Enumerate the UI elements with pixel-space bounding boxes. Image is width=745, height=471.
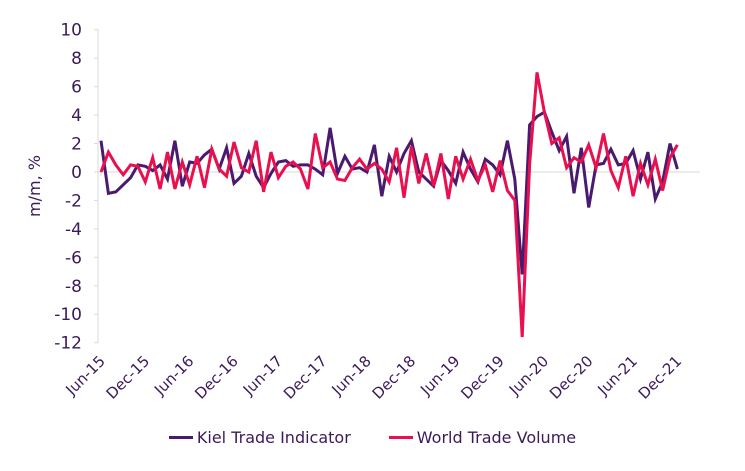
x-tick-label: Dec-21: [635, 352, 686, 403]
y-tick-label: -12: [54, 334, 82, 354]
y-tick-label: 0: [71, 163, 82, 183]
x-tick-label: Dec-17: [280, 352, 331, 403]
legend-item-world-trade-volume: World Trade Volume: [388, 428, 577, 447]
y-tick-label: 2: [71, 135, 82, 155]
line-chart: 10 8 6 4 2 0 -2 -4 -6 -8 -10 -12 Jun-15Dec-15Jun-16…: [25, 21, 700, 403]
y-tick-label: 4: [71, 106, 82, 126]
x-tick-label: Dec-16: [191, 352, 242, 403]
y-tick-label: -4: [65, 220, 82, 240]
y-tick-label: -2: [65, 191, 82, 211]
series-line-kiel-trade-indicator: [99, 110, 679, 275]
x-tick-label: Jun-17: [239, 352, 286, 399]
x-tick-label: Jun-16: [150, 352, 197, 399]
y-tick-label: 6: [71, 78, 82, 98]
y-axis-label: m/m, %: [25, 155, 44, 217]
y-tick-labels: 10 8 6 4 2 0 -2 -4 -6 -8 -10 -12: [54, 21, 82, 354]
legend-swatch-world: [388, 436, 413, 439]
y-axis: [94, 29, 99, 344]
y-tick-label: -6: [65, 248, 82, 268]
legend: Kiel Trade Indicator World Trade Volume: [0, 428, 745, 447]
x-tick-label: Jun-15: [61, 352, 108, 399]
x-tick-label: Dec-19: [457, 352, 508, 403]
x-tick-label: Jun-20: [505, 352, 552, 399]
x-tick-labels: Jun-15Dec-15Jun-16Dec-16Jun-17Dec-17Jun-…: [61, 352, 685, 403]
x-tick-label: Jun-18: [328, 352, 375, 399]
x-tick-label: Dec-20: [546, 352, 597, 403]
legend-item-kiel-trade-indicator: Kiel Trade Indicator: [168, 428, 351, 447]
series-lines: [99, 72, 679, 338]
x-tick-label: Jun-21: [594, 352, 641, 399]
y-tick-label: 8: [71, 49, 82, 69]
y-tick-label: -10: [54, 305, 82, 325]
legend-label-kiel: Kiel Trade Indicator: [196, 428, 351, 447]
y-tick-label: 10: [60, 21, 82, 41]
x-tick-label: Jun-19: [416, 352, 463, 399]
y-tick-label: -8: [65, 277, 82, 297]
series-line-world-trade-volume: [99, 72, 679, 338]
x-tick-label: Dec-18: [369, 352, 420, 403]
legend-label-world: World Trade Volume: [416, 428, 577, 447]
x-tick-label: Dec-15: [103, 352, 154, 403]
legend-swatch-kiel: [168, 436, 193, 439]
